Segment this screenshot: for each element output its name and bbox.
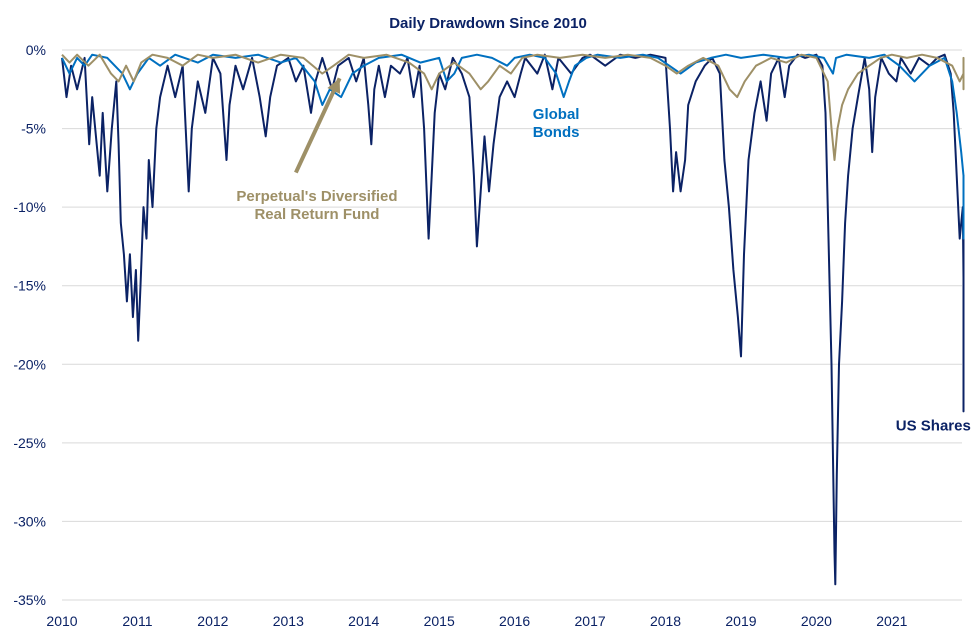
x-tick-label: 2017 bbox=[575, 613, 606, 629]
series-label-global-bonds: Global bbox=[533, 106, 580, 123]
x-tick-label: 2012 bbox=[197, 613, 228, 629]
x-tick-label: 2011 bbox=[122, 613, 152, 629]
y-tick-label: -35% bbox=[13, 592, 46, 608]
y-tick-label: -30% bbox=[13, 513, 46, 529]
chart-title: Daily Drawdown Since 2010 bbox=[389, 15, 587, 32]
y-tick-label: -25% bbox=[13, 435, 46, 451]
series-line-global-bonds bbox=[61, 53, 965, 240]
annotation-arrow-shaft bbox=[294, 77, 342, 174]
x-tick-label: 2013 bbox=[273, 613, 304, 629]
y-tick-label: -20% bbox=[13, 356, 46, 372]
y-axis-tick-labels: 0% -5% -10% -15% -20% -25% -30% -35% bbox=[13, 42, 46, 608]
y-tick-label: -15% bbox=[13, 278, 46, 294]
series-line-perpetual-s-diversified-real-return-fund bbox=[61, 53, 965, 161]
annotation-arrow-head bbox=[327, 78, 341, 94]
y-tick-label: 0% bbox=[26, 42, 46, 58]
gridlines bbox=[62, 49, 962, 601]
x-tick-label: 2015 bbox=[424, 613, 455, 629]
series-label-global-bonds: Bonds bbox=[533, 124, 580, 141]
x-tick-label: 2014 bbox=[348, 613, 379, 629]
y-tick-label: -10% bbox=[13, 199, 46, 215]
series-lines bbox=[61, 53, 965, 586]
x-axis-tick-labels: 2010 2011 2012 2013 2014 2015 2016 2017 2018 2019… bbox=[46, 613, 907, 629]
series-label-perpetual-s-diversified-real-return-fund: Real Return Fund bbox=[254, 206, 379, 223]
x-tick-label: 2019 bbox=[725, 613, 756, 629]
x-tick-label: 2010 bbox=[46, 613, 77, 629]
series-line-us-shares bbox=[61, 53, 965, 586]
annotations bbox=[294, 77, 342, 174]
series-label-perpetual-s-diversified-real-return-fund: Perpetual's Diversified bbox=[236, 188, 397, 205]
x-tick-label: 2020 bbox=[801, 613, 832, 629]
x-tick-label: 2018 bbox=[650, 613, 681, 629]
y-tick-label: -5% bbox=[21, 121, 46, 137]
x-tick-label: 2016 bbox=[499, 613, 530, 629]
x-tick-label: 2021 bbox=[876, 613, 907, 629]
series-label-us-shares: US Shares bbox=[896, 417, 971, 434]
